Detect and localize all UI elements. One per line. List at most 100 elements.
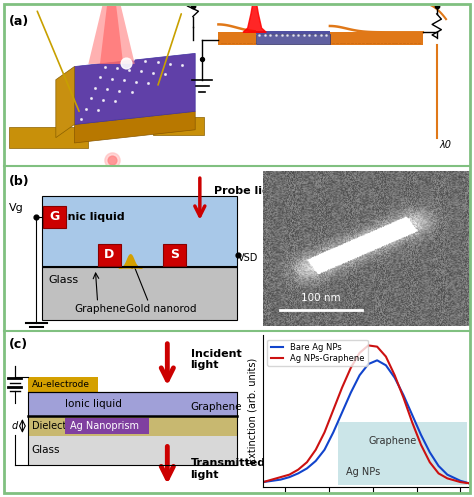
Bar bbox=[255, 31, 330, 34]
Ag NPs-Graphene bbox=[304, 459, 310, 465]
Polygon shape bbox=[74, 53, 195, 124]
Ag NPs-Graphene bbox=[330, 407, 336, 413]
Ag NPs-Graphene bbox=[322, 429, 328, 435]
Text: Transmitted
light: Transmitted light bbox=[191, 458, 265, 480]
Ag NPs-Graphene bbox=[401, 395, 406, 401]
Polygon shape bbox=[243, 0, 266, 32]
Bare Ag NPs bbox=[322, 447, 328, 453]
Point bbox=[33, 213, 40, 221]
Text: G: G bbox=[49, 210, 60, 223]
Ag NPs-Graphene bbox=[410, 419, 415, 425]
Text: λ0: λ0 bbox=[439, 140, 451, 150]
Text: Dielectric: Dielectric bbox=[32, 421, 78, 431]
Bar bbox=[98, 244, 121, 266]
Line: Bare Ag NPs: Bare Ag NPs bbox=[263, 360, 469, 483]
Bare Ag NPs bbox=[295, 470, 301, 476]
Bare Ag NPs bbox=[418, 432, 424, 438]
Bare Ag NPs bbox=[466, 480, 472, 486]
Polygon shape bbox=[56, 67, 74, 138]
Ag NPs-Graphene bbox=[457, 479, 463, 485]
Text: S: S bbox=[170, 248, 179, 261]
Bare Ag NPs bbox=[357, 372, 363, 378]
Point bbox=[108, 156, 115, 164]
Ag NPs-Graphene bbox=[427, 459, 433, 465]
Bare Ag NPs bbox=[278, 477, 283, 483]
Polygon shape bbox=[9, 127, 88, 148]
Text: d: d bbox=[11, 421, 18, 431]
Bare Ag NPs bbox=[269, 478, 275, 484]
Text: Incident
light: Incident light bbox=[191, 348, 241, 370]
Text: (a): (a) bbox=[9, 15, 29, 28]
Bare Ag NPs bbox=[304, 465, 310, 471]
Bar bbox=[255, 34, 330, 44]
Line: Ag NPs-Graphene: Ag NPs-Graphene bbox=[263, 345, 469, 483]
Bar bbox=[28, 377, 98, 392]
Polygon shape bbox=[74, 111, 195, 143]
Ag NPs-Graphene bbox=[445, 475, 450, 481]
Text: Graphene: Graphene bbox=[191, 402, 242, 412]
Ag NPs-Graphene bbox=[365, 342, 371, 348]
Bar bbox=[42, 267, 237, 320]
Bare Ag NPs bbox=[374, 357, 380, 363]
Ag NPs-Graphene bbox=[260, 479, 266, 485]
Point bbox=[189, 2, 197, 10]
Ag NPs-Graphene bbox=[313, 447, 319, 453]
Bare Ag NPs bbox=[392, 375, 398, 381]
Ag NPs-Graphene bbox=[278, 474, 283, 480]
Bar bbox=[42, 196, 237, 267]
Bar bbox=[28, 392, 237, 465]
Bare Ag NPs bbox=[457, 478, 463, 484]
Ag NPs-Graphene bbox=[287, 472, 292, 478]
Bare Ag NPs bbox=[348, 390, 354, 396]
Text: D: D bbox=[104, 248, 114, 261]
Ag NPs-Graphene bbox=[357, 350, 363, 356]
Text: Gold nanorod: Gold nanorod bbox=[126, 304, 196, 314]
Bar bbox=[43, 206, 66, 228]
Bar bbox=[28, 436, 237, 465]
Polygon shape bbox=[88, 6, 135, 64]
Bare Ag NPs bbox=[260, 479, 266, 485]
Bare Ag NPs bbox=[313, 458, 319, 464]
Text: Glass: Glass bbox=[32, 445, 60, 455]
Bar bbox=[163, 244, 186, 266]
Text: (b): (b) bbox=[9, 175, 29, 188]
Polygon shape bbox=[154, 117, 204, 135]
Bar bbox=[28, 392, 237, 416]
Bar bbox=[65, 418, 149, 433]
Text: 100 nm: 100 nm bbox=[301, 293, 341, 303]
Point bbox=[234, 251, 242, 259]
Text: Ionic liquid: Ionic liquid bbox=[65, 399, 122, 409]
Text: Probe light: Probe light bbox=[214, 186, 283, 196]
Point bbox=[198, 55, 206, 63]
Bare Ag NPs bbox=[445, 472, 450, 478]
Bare Ag NPs bbox=[401, 392, 406, 398]
Bare Ag NPs bbox=[436, 463, 441, 469]
Ag NPs-Graphene bbox=[339, 385, 345, 391]
Ag NPs-Graphene bbox=[295, 467, 301, 473]
Text: (c): (c) bbox=[9, 338, 27, 351]
Ag NPs-Graphene bbox=[374, 344, 380, 350]
Bare Ag NPs bbox=[287, 474, 292, 480]
Text: Glass: Glass bbox=[49, 275, 79, 285]
Text: Ag NPs: Ag NPs bbox=[346, 467, 381, 477]
Text: Vg: Vg bbox=[9, 203, 24, 213]
Ag NPs-Graphene bbox=[418, 442, 424, 448]
Point bbox=[433, 2, 440, 10]
Text: Graphene: Graphene bbox=[368, 435, 417, 446]
Y-axis label: Extinction (arb. units): Extinction (arb. units) bbox=[247, 358, 257, 464]
Bare Ag NPs bbox=[383, 362, 389, 368]
Ag NPs-Graphene bbox=[348, 365, 354, 371]
Ag NPs-Graphene bbox=[466, 480, 472, 486]
Point bbox=[122, 59, 129, 67]
Point bbox=[108, 156, 115, 164]
Bar bbox=[219, 32, 255, 45]
Legend: Bare Ag NPs, Ag NPs-Graphene: Bare Ag NPs, Ag NPs-Graphene bbox=[267, 339, 367, 366]
Ag NPs-Graphene bbox=[436, 470, 441, 476]
Ag NPs-Graphene bbox=[269, 477, 275, 483]
Bare Ag NPs bbox=[427, 449, 433, 455]
Bar bbox=[28, 416, 237, 436]
Bare Ag NPs bbox=[330, 429, 336, 435]
Text: Ag Nanoprism: Ag Nanoprism bbox=[70, 421, 139, 431]
Text: Graphene: Graphene bbox=[74, 304, 126, 314]
Polygon shape bbox=[100, 6, 123, 64]
